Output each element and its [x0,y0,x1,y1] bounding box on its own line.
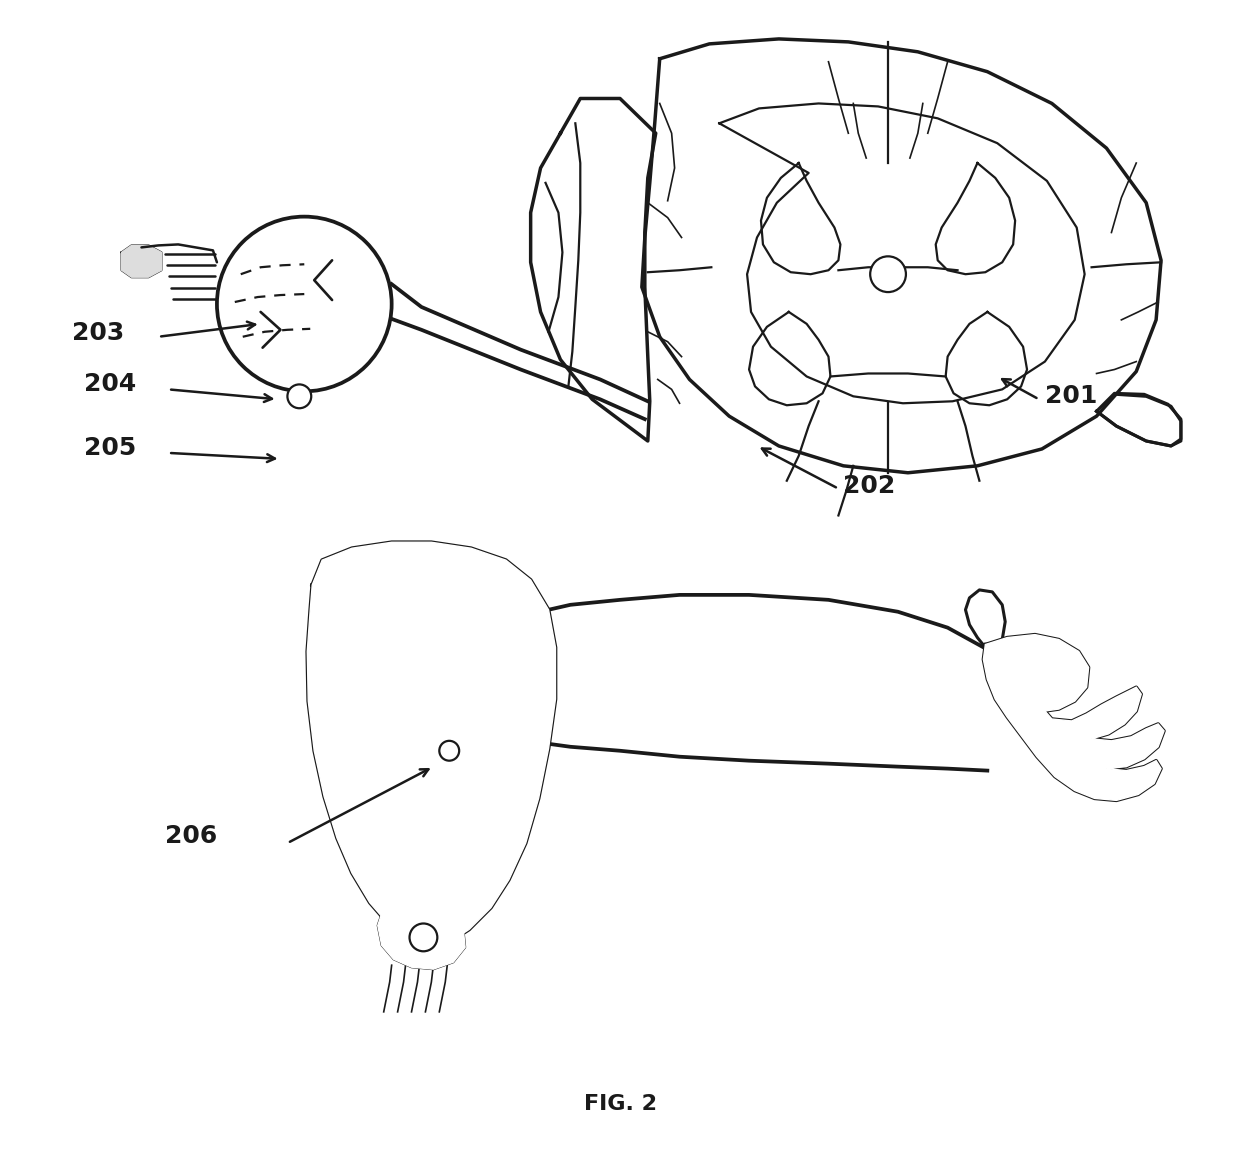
Text: 202: 202 [843,473,895,498]
Polygon shape [308,543,556,945]
Polygon shape [531,98,656,441]
Text: 201: 201 [1045,384,1097,408]
Circle shape [870,257,906,292]
Text: 206: 206 [165,824,217,848]
Polygon shape [642,39,1161,473]
Polygon shape [378,893,465,970]
Text: 204: 204 [84,373,136,397]
Text: 203: 203 [72,320,124,345]
Polygon shape [983,634,1164,801]
Polygon shape [1096,393,1180,445]
Circle shape [409,923,438,951]
Circle shape [288,384,311,408]
Text: FIG. 2: FIG. 2 [584,1095,656,1114]
Circle shape [217,216,392,391]
Circle shape [439,740,459,760]
Polygon shape [122,245,161,278]
Text: 205: 205 [84,436,136,459]
